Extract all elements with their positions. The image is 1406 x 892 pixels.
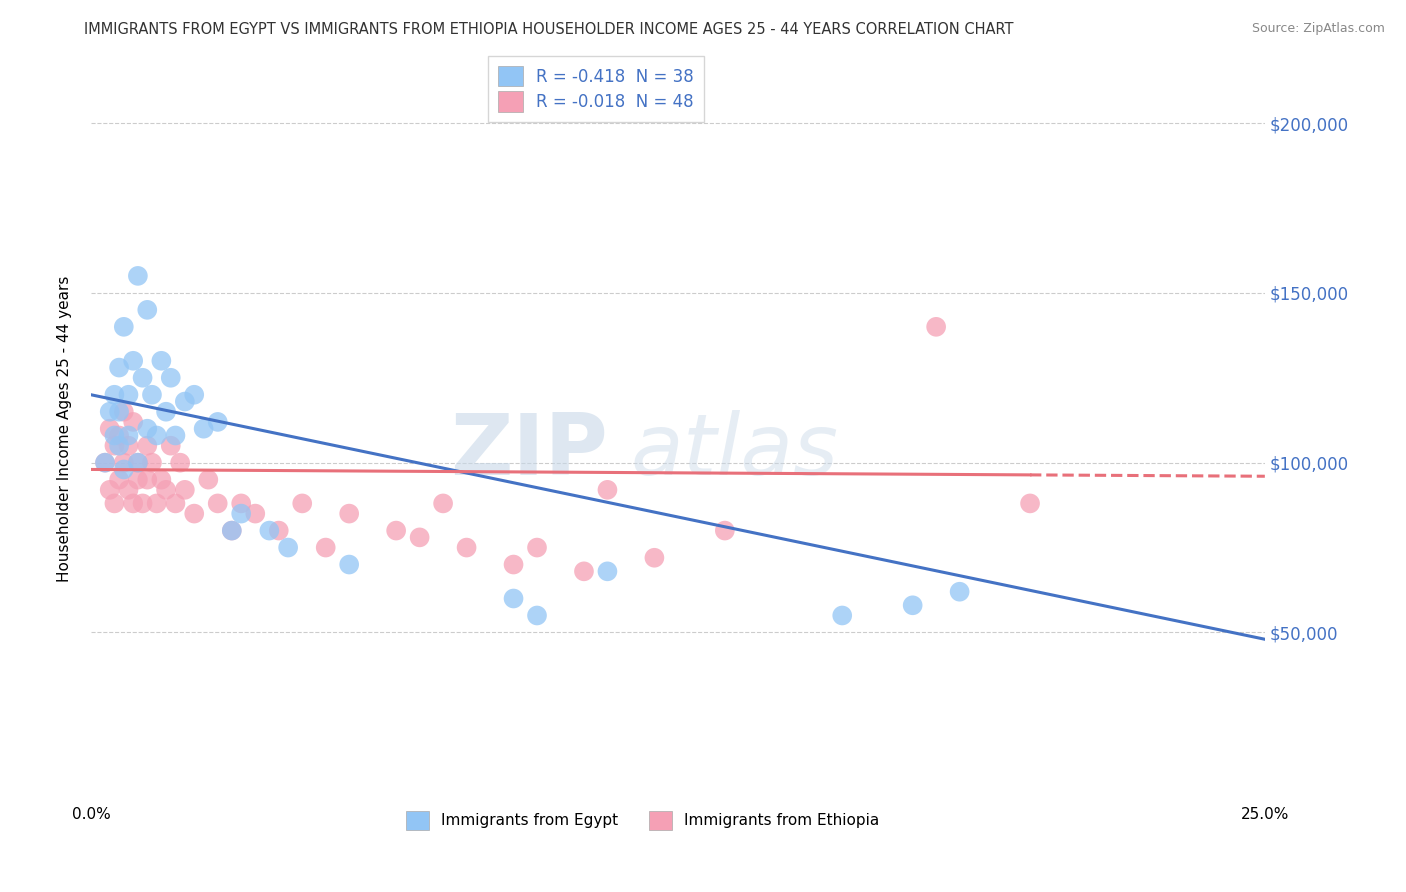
Point bbox=[643, 550, 665, 565]
Point bbox=[193, 422, 215, 436]
Point bbox=[596, 483, 619, 497]
Point bbox=[165, 428, 187, 442]
Point bbox=[432, 496, 454, 510]
Point bbox=[291, 496, 314, 510]
Point bbox=[337, 507, 360, 521]
Point bbox=[245, 507, 267, 521]
Point bbox=[122, 353, 145, 368]
Point bbox=[183, 388, 205, 402]
Point bbox=[949, 584, 972, 599]
Point bbox=[98, 422, 121, 436]
Point bbox=[221, 524, 243, 538]
Point bbox=[901, 599, 924, 613]
Text: IMMIGRANTS FROM EGYPT VS IMMIGRANTS FROM ETHIOPIA HOUSEHOLDER INCOME AGES 25 - 4: IMMIGRANTS FROM EGYPT VS IMMIGRANTS FROM… bbox=[84, 22, 1014, 37]
Point bbox=[572, 565, 595, 579]
Point bbox=[103, 439, 125, 453]
Point bbox=[159, 439, 181, 453]
Point bbox=[145, 428, 167, 442]
Point bbox=[122, 415, 145, 429]
Text: ZIP: ZIP bbox=[450, 409, 607, 492]
Point bbox=[108, 439, 131, 453]
Point bbox=[103, 388, 125, 402]
Point bbox=[108, 428, 131, 442]
Point bbox=[456, 541, 478, 555]
Point bbox=[108, 473, 131, 487]
Point bbox=[277, 541, 299, 555]
Point bbox=[136, 302, 159, 317]
Text: Source: ZipAtlas.com: Source: ZipAtlas.com bbox=[1251, 22, 1385, 36]
Point bbox=[127, 456, 149, 470]
Point bbox=[112, 456, 135, 470]
Point bbox=[207, 415, 229, 429]
Point bbox=[831, 608, 853, 623]
Point bbox=[117, 428, 139, 442]
Point bbox=[98, 483, 121, 497]
Point bbox=[197, 473, 219, 487]
Point bbox=[173, 394, 195, 409]
Point bbox=[159, 370, 181, 384]
Point bbox=[169, 456, 191, 470]
Point bbox=[108, 405, 131, 419]
Point bbox=[315, 541, 337, 555]
Point bbox=[150, 353, 173, 368]
Text: atlas: atlas bbox=[631, 409, 839, 492]
Y-axis label: Householder Income Ages 25 - 44 years: Householder Income Ages 25 - 44 years bbox=[58, 276, 72, 582]
Point bbox=[150, 473, 173, 487]
Point bbox=[502, 558, 524, 572]
Point bbox=[94, 456, 117, 470]
Point bbox=[131, 496, 153, 510]
Point bbox=[103, 496, 125, 510]
Point bbox=[714, 524, 737, 538]
Point bbox=[122, 496, 145, 510]
Point bbox=[155, 405, 177, 419]
Point bbox=[165, 496, 187, 510]
Point bbox=[117, 388, 139, 402]
Point bbox=[112, 319, 135, 334]
Point bbox=[127, 268, 149, 283]
Legend: Immigrants from Egypt, Immigrants from Ethiopia: Immigrants from Egypt, Immigrants from E… bbox=[399, 805, 886, 836]
Point bbox=[925, 319, 948, 334]
Point bbox=[183, 507, 205, 521]
Point bbox=[136, 422, 159, 436]
Point bbox=[526, 608, 548, 623]
Point bbox=[141, 388, 163, 402]
Point bbox=[231, 496, 253, 510]
Point bbox=[155, 483, 177, 497]
Point bbox=[108, 360, 131, 375]
Point bbox=[267, 524, 290, 538]
Point bbox=[231, 507, 253, 521]
Point bbox=[103, 428, 125, 442]
Point bbox=[94, 456, 117, 470]
Point bbox=[117, 439, 139, 453]
Point bbox=[127, 473, 149, 487]
Point bbox=[526, 541, 548, 555]
Point bbox=[127, 456, 149, 470]
Point bbox=[141, 456, 163, 470]
Point bbox=[173, 483, 195, 497]
Point bbox=[502, 591, 524, 606]
Point bbox=[337, 558, 360, 572]
Point bbox=[385, 524, 408, 538]
Point bbox=[136, 439, 159, 453]
Point bbox=[221, 524, 243, 538]
Point bbox=[408, 530, 430, 544]
Point bbox=[112, 405, 135, 419]
Point bbox=[145, 496, 167, 510]
Point bbox=[112, 462, 135, 476]
Point bbox=[259, 524, 281, 538]
Point bbox=[131, 370, 153, 384]
Point bbox=[1019, 496, 1042, 510]
Point bbox=[136, 473, 159, 487]
Point bbox=[207, 496, 229, 510]
Point bbox=[596, 565, 619, 579]
Point bbox=[117, 483, 139, 497]
Point bbox=[98, 405, 121, 419]
